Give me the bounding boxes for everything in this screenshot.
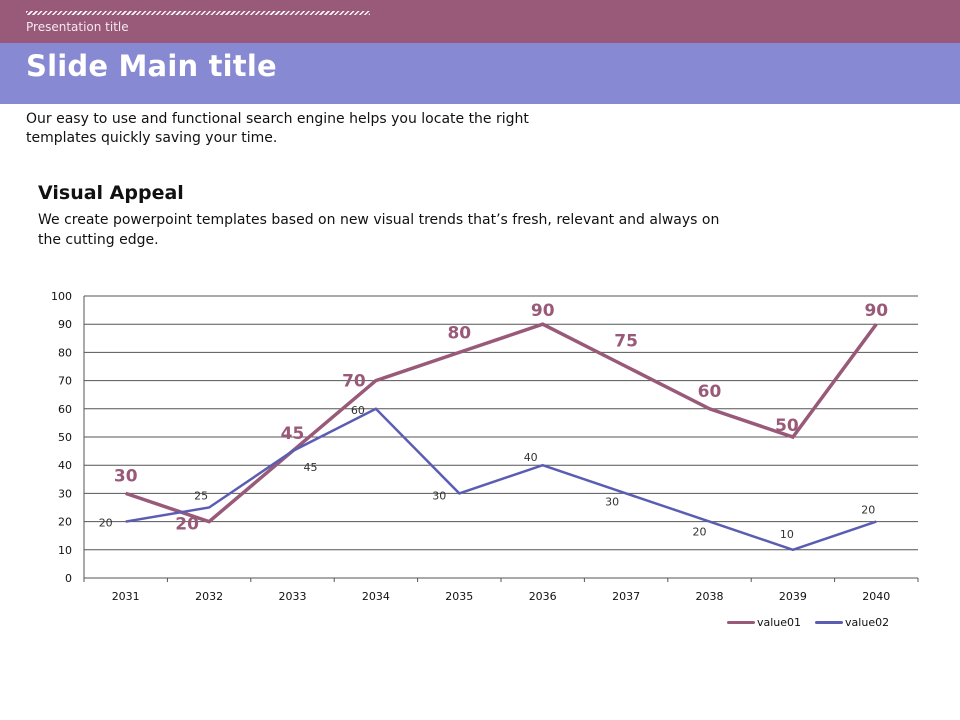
legend-item-value02: value02 <box>815 616 889 629</box>
legend-item-value01: value01 <box>727 616 801 629</box>
header-band: Presentation title <box>0 0 960 43</box>
y-tick-label: 20 <box>58 516 72 529</box>
data-label-value02: 25 <box>194 490 208 503</box>
data-label-value01: 20 <box>175 515 199 535</box>
y-tick-label: 10 <box>58 544 72 557</box>
data-label-value01: 80 <box>447 323 471 343</box>
data-label-value01: 50 <box>775 416 799 436</box>
y-tick-label: 50 <box>58 431 72 444</box>
data-label-value01: 30 <box>114 466 138 486</box>
y-tick-label: 100 <box>51 290 72 303</box>
x-tick-label: 2037 <box>612 590 640 603</box>
x-tick-label: 2031 <box>112 590 140 603</box>
x-tick-label: 2035 <box>445 590 473 603</box>
y-tick-label: 0 <box>65 572 72 585</box>
section-body: We create powerpoint templates based on … <box>38 212 720 248</box>
intro-text: Our easy to use and functional search en… <box>26 111 529 146</box>
x-tick-label: 2032 <box>195 590 223 603</box>
data-label-value02: 30 <box>605 495 619 508</box>
data-label-value02: 20 <box>693 526 707 539</box>
data-label-value02: 10 <box>780 528 794 541</box>
legend: value01 value02 <box>727 616 903 629</box>
decorative-hatch <box>26 11 370 15</box>
y-tick-label: 30 <box>58 487 72 500</box>
series-line-value01 <box>125 322 878 524</box>
data-label-value02: 20 <box>861 504 875 517</box>
legend-label: value01 <box>757 616 802 629</box>
x-tick-label: 2039 <box>779 590 807 603</box>
x-tick-label: 2038 <box>696 590 724 603</box>
section-title: Visual Appeal <box>38 182 184 204</box>
y-tick-label: 40 <box>58 459 72 472</box>
data-label-value02: 60 <box>351 404 365 417</box>
data-label-value01: 45 <box>281 424 305 444</box>
series-lines <box>125 322 878 552</box>
presentation-title: Presentation title <box>26 20 129 34</box>
x-tick-label: 2036 <box>529 590 557 603</box>
data-label-value01: 70 <box>342 372 366 392</box>
x-tick-label: 2033 <box>279 590 307 603</box>
series-line-value02 <box>125 407 877 552</box>
data-label-value01: 75 <box>614 332 638 352</box>
legend-swatch <box>727 621 755 624</box>
y-tick-label: 90 <box>58 318 72 331</box>
axes: 0 10 20 30 40 50 60 70 80 90 100 2031 2032 2033 2034 20… <box>51 290 919 603</box>
y-tick-label: 60 <box>58 403 72 416</box>
data-label-value02: 20 <box>99 517 113 530</box>
data-labels: 30 20 45 70 80 90 75 60 50 90 20 25 45 60 30 40 30 20 10 20 <box>99 301 889 541</box>
data-label-value01: 60 <box>698 382 722 402</box>
y-tick-label: 80 <box>58 346 72 359</box>
legend-label: value02 <box>845 616 890 629</box>
data-label-value02: 40 <box>524 451 538 464</box>
x-tick-label: 2040 <box>862 590 890 603</box>
data-label-value02: 30 <box>432 489 446 502</box>
legend-swatch <box>815 621 844 624</box>
data-label-value01: 90 <box>531 301 555 321</box>
gridlines <box>84 295 918 551</box>
y-tick-label: 70 <box>58 375 72 388</box>
slide-main-title: Slide Main title <box>26 49 277 83</box>
data-label-value02: 45 <box>304 461 318 474</box>
title-band <box>0 43 960 104</box>
data-label-value01: 90 <box>864 301 888 321</box>
x-tick-label: 2034 <box>362 590 390 603</box>
